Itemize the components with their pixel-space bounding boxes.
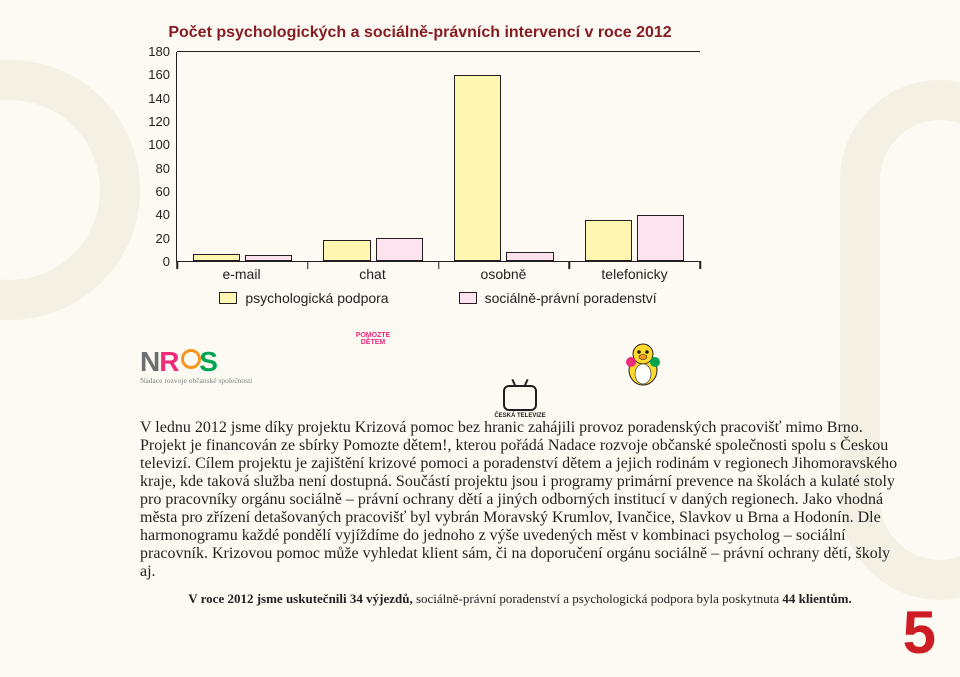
- chart-title: Počet psychologických a sociálně-právníc…: [140, 24, 700, 42]
- body-block: POMOZTEDĚTEM NROS Nadace rozvoje občansk…: [140, 332, 900, 607]
- page-content: Počet psychologických a sociálně-právníc…: [0, 0, 960, 627]
- chart-bar: [193, 254, 240, 261]
- closing-line: V roce 2012 jsme uskutečnili 34 výjezdů,…: [140, 591, 900, 607]
- chart-legend: psychologická podpora sociálně-právní por…: [176, 290, 700, 306]
- chart-bar: [454, 75, 501, 261]
- chart-bar: [323, 240, 370, 261]
- chart-container: Počet psychologických a sociálně-právníc…: [140, 24, 700, 306]
- x-axis-label: e-mail: [222, 266, 260, 282]
- x-axis-label: telefonicky: [601, 266, 667, 282]
- legend-swatch: [219, 292, 237, 304]
- chart-bar: [506, 252, 553, 261]
- chart: 020406080100120140160180: [140, 52, 700, 262]
- legend-swatch: [459, 292, 477, 304]
- chart-plot: [176, 52, 700, 262]
- legend-label: psychologická podpora: [245, 290, 388, 306]
- chart-bars: [177, 52, 700, 261]
- y-axis: 020406080100120140160180: [140, 52, 176, 262]
- x-axis-label: osobně: [481, 266, 527, 282]
- chart-bar: [245, 255, 292, 261]
- chart-bar: [376, 238, 423, 261]
- pomozte-detem-logo: [620, 340, 666, 394]
- body-text: V lednu 2012 jsme díky projektu Krizová …: [140, 419, 897, 580]
- x-axis-label: chat: [359, 266, 385, 282]
- legend-item: sociálně-právní poradenství: [459, 290, 657, 306]
- chart-gridline: [177, 51, 700, 52]
- chart-bar: [585, 220, 632, 261]
- sponsor-logos: [620, 332, 900, 402]
- legend-label: sociálně-právní poradenství: [485, 290, 657, 306]
- legend-item: psychologická podpora: [219, 290, 388, 306]
- chart-bar: [637, 215, 684, 261]
- page-number: 5: [903, 598, 936, 667]
- x-axis-labels: e-mail chat osobně telefonicky: [176, 262, 700, 286]
